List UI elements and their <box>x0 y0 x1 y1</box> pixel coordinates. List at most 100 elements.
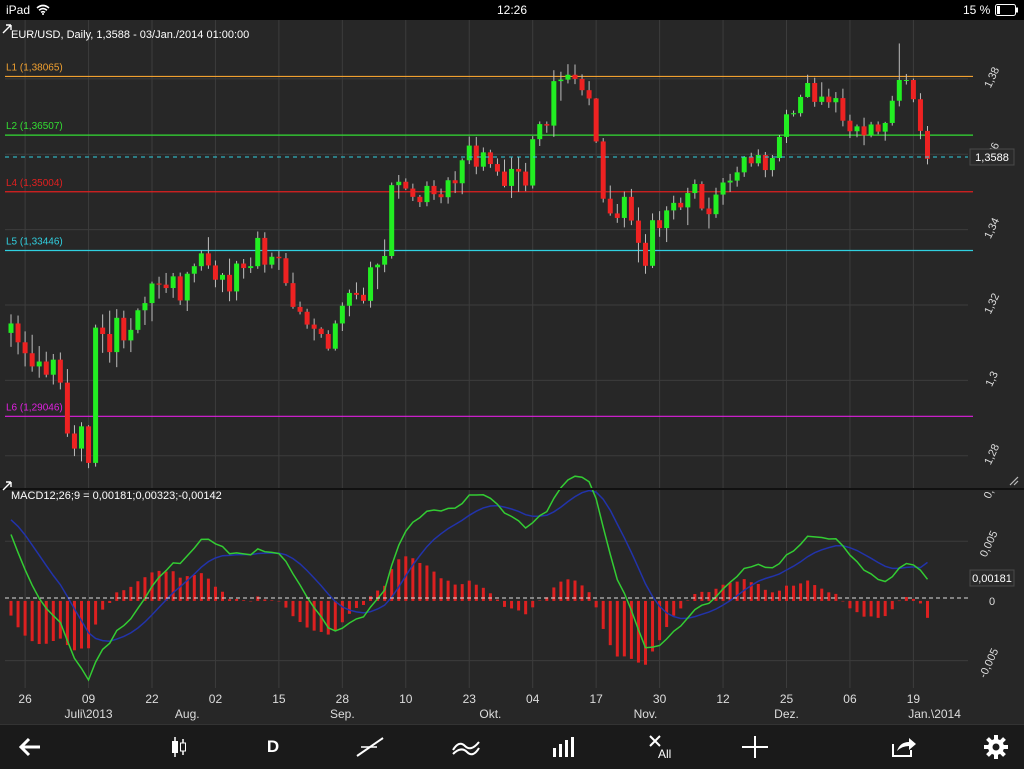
candle-body <box>635 220 641 243</box>
candle-body <box>861 126 867 136</box>
macd-histogram-bar <box>806 580 810 601</box>
candle-body <box>628 196 634 221</box>
macd-histogram-bar <box>693 594 697 601</box>
back-button[interactable] <box>8 725 52 769</box>
macd-histogram-bar <box>376 590 380 601</box>
settings-button[interactable] <box>974 725 1018 769</box>
candle-body <box>805 83 811 97</box>
candle-body <box>234 263 240 292</box>
macd-histogram-bar <box>799 583 803 601</box>
month-tick-label: Okt. <box>479 707 501 721</box>
indicator-lines-icon <box>452 741 480 756</box>
candle-body <box>93 327 99 463</box>
candle-body <box>431 185 437 195</box>
macd-histogram-bar <box>467 580 471 601</box>
candle-body <box>361 294 366 301</box>
candle-body <box>480 152 486 167</box>
share-button[interactable] <box>882 725 926 769</box>
macd-histogram-bar <box>524 600 528 615</box>
candlestick-icon <box>172 737 186 757</box>
draw-trendline-button[interactable] <box>348 725 392 769</box>
candle-body <box>57 359 63 383</box>
candle-body <box>114 317 120 353</box>
candle-body <box>657 220 663 229</box>
candle-body <box>494 164 500 172</box>
macd-histogram-bar <box>580 585 584 601</box>
battery-icon <box>995 4 1018 16</box>
candle-body <box>205 253 211 266</box>
candle-body <box>473 145 479 167</box>
candle-body <box>875 124 881 132</box>
macd-histogram-bar <box>785 585 788 601</box>
expand-main-icon[interactable] <box>2 24 12 34</box>
macd-histogram-bar <box>566 579 570 601</box>
candle-body <box>502 171 507 186</box>
chart-type-button[interactable] <box>157 725 201 769</box>
chart-area[interactable]: L1 (1,38065) L2 (1,36507) L4 (1,35004) L5 (… <box>0 20 1024 724</box>
macd-line-series <box>10 475 929 682</box>
volume-button[interactable] <box>542 725 586 769</box>
macd-histogram-bar <box>552 587 556 601</box>
resize-handle-icon[interactable] <box>1009 476 1019 486</box>
macd-histogram-bar <box>517 600 521 611</box>
macd-histogram-bar <box>763 589 767 601</box>
current-price-box <box>969 148 1015 166</box>
candle-body <box>734 172 740 181</box>
macd-histogram-bar <box>312 600 316 631</box>
macd-histogram-bar <box>213 586 217 601</box>
wifi-icon <box>36 4 50 15</box>
macd-histogram-bar <box>749 582 753 601</box>
clear-all-button[interactable]: All <box>636 725 680 769</box>
candle-body <box>551 81 557 126</box>
candle-body <box>819 96 825 102</box>
macd-histogram-bar <box>80 600 83 649</box>
level-lines: L1 (1,38065) L2 (1,36507) L4 (1,35004) L5 (… <box>5 62 973 417</box>
candle-body <box>917 99 923 131</box>
candle-body <box>882 122 888 132</box>
candle-body <box>241 263 247 269</box>
macd-histogram-bar <box>256 596 260 601</box>
candle-body <box>798 96 804 114</box>
candle-body <box>516 168 522 172</box>
timeframe-button[interactable]: D <box>251 725 295 769</box>
candle-body <box>64 382 70 434</box>
macd-histogram-bar <box>298 600 302 623</box>
candle-body <box>121 317 127 341</box>
indicator-button[interactable] <box>444 725 488 769</box>
macd-histogram-bar <box>192 574 196 601</box>
candle-body <box>255 237 261 267</box>
chart-svg[interactable]: L1 (1,38065) L2 (1,36507) L4 (1,35004) L5 (… <box>0 20 1024 724</box>
macd-histogram-bar <box>644 600 647 665</box>
share-icon <box>892 738 916 757</box>
macd-histogram-bar <box>9 600 13 616</box>
day-tick-label: 22 <box>145 692 159 706</box>
macd-histogram-bar <box>672 600 676 616</box>
macd-histogram-bar <box>270 600 274 601</box>
candle-body <box>586 90 592 99</box>
candle-body <box>71 433 77 449</box>
macd-histogram-bar <box>439 578 443 601</box>
candle-body <box>297 306 303 312</box>
month-tick-label: Nov. <box>634 707 658 721</box>
macd-histogram-bar <box>911 598 915 601</box>
macd-histogram-bar <box>354 600 358 608</box>
candle-body <box>868 124 874 136</box>
candle-body <box>276 256 282 259</box>
macd-header: MACD12;26;9 = 0,00181;0,00323;-0,00142 <box>11 490 222 502</box>
macd-histogram-bar <box>221 591 224 601</box>
crosshair-button[interactable] <box>733 725 777 769</box>
macd-histogram-bar <box>488 593 492 601</box>
level-label: L6 (1,29046) <box>6 402 63 413</box>
month-tick-label: Dez. <box>774 707 799 721</box>
candle-body <box>699 184 705 209</box>
macd-histogram-bar <box>918 600 922 604</box>
macd-histogram-bar <box>23 600 27 636</box>
signal-line <box>10 489 928 642</box>
macd-histogram-bar <box>651 600 655 652</box>
level-label: L1 (1,38065) <box>6 62 63 73</box>
macd-histogram-bar <box>904 596 908 601</box>
expand-macd-icon[interactable] <box>2 481 12 491</box>
macd-histogram-bar <box>347 600 351 614</box>
candle-body <box>784 114 789 137</box>
gear-icon <box>984 735 1008 759</box>
